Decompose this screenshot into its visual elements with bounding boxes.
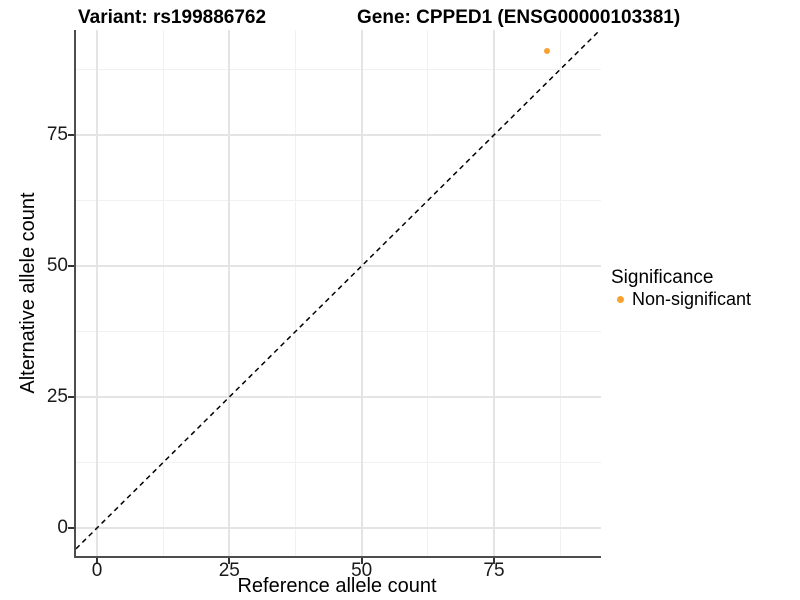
x-major-gridline [96, 30, 98, 556]
y-axis-title: Alternative allele count [17, 192, 39, 394]
x-axis-tick [492, 558, 495, 564]
x-tick-label: 50 [351, 560, 373, 581]
x-axis-tick [96, 558, 98, 564]
x-tick-label: 0 [91, 560, 103, 581]
y-major-gridline [76, 527, 601, 529]
y-axis-tick [68, 265, 74, 267]
identity-dashed-line [76, 30, 599, 550]
legend-title: Significance [611, 267, 714, 288]
x-tick-label: 25 [218, 560, 240, 581]
y-major-gridline [76, 396, 601, 398]
y-tick-label: 50 [46, 255, 68, 276]
legend-item-label: Non-significant [632, 289, 752, 309]
x-minor-gridline [559, 30, 561, 556]
plot-title-variant: Variant: rs199886762 [78, 7, 267, 28]
plot-panel [74, 30, 601, 558]
y-major-gridline [76, 265, 601, 267]
x-major-gridline [492, 30, 495, 556]
x-major-gridline [228, 30, 231, 556]
x-axis-tick [360, 558, 363, 564]
x-minor-gridline [427, 30, 429, 556]
y-axis-tick [68, 396, 74, 398]
legend: Significance Non-significant [611, 267, 751, 309]
y-minor-gridline [76, 331, 601, 332]
y-major-gridline [76, 134, 601, 136]
plot-title-gene: Gene: CPPED1 (ENSG00000103381) [357, 7, 681, 28]
y-minor-gridline [76, 462, 601, 463]
x-minor-gridline [162, 30, 164, 556]
x-axis-tick [228, 558, 231, 564]
x-minor-gridline [294, 30, 296, 556]
x-major-gridline [360, 30, 363, 556]
y-axis-tick [68, 134, 74, 136]
y-minor-gridline [76, 200, 601, 201]
y-tick-label: 25 [46, 386, 68, 407]
legend-point-swatch-icon [617, 295, 624, 303]
y-tick-label: 75 [46, 124, 68, 145]
x-axis-title: Reference allele count [237, 575, 437, 597]
y-minor-gridline [76, 69, 601, 70]
y-axis-tick [68, 527, 74, 529]
legend-item-non-significant: Non-significant [611, 290, 751, 308]
data-point [543, 48, 550, 55]
y-tick-label: 0 [57, 517, 68, 538]
x-tick-label: 75 [483, 560, 505, 581]
